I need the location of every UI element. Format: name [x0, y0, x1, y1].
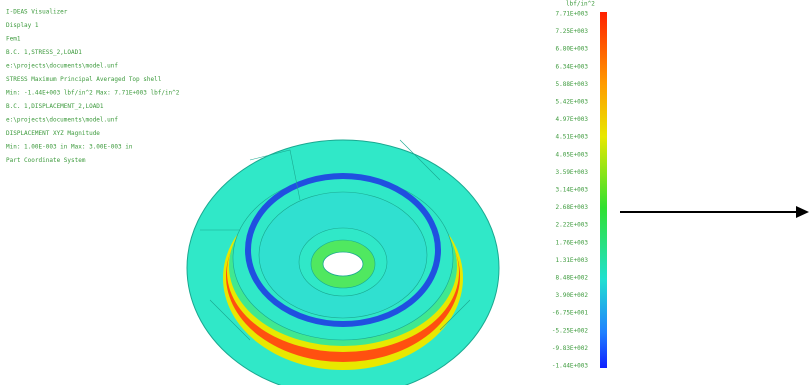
colorbar-label: 4.05E+003	[555, 151, 588, 158]
info-line: e:\projects\documents\model.unf	[6, 117, 118, 124]
colorbar-label: -6.75E+001	[552, 310, 589, 317]
fea-model	[186, 139, 500, 385]
info-text: I-DEAS Visualizer Display 1 Fem1 B.C. 1,STR…	[6, 9, 180, 165]
colorbar-label: 6.34E+003	[555, 63, 588, 70]
color-bar	[600, 12, 607, 368]
colorbar-label: 4.97E+003	[555, 116, 588, 123]
info-line: B.C. 1,DISPLACEMENT_2,LOAD1	[6, 103, 104, 110]
info-line: e:\projects\documents\model.unf	[6, 63, 118, 70]
colorbar-label: 3.14E+003	[555, 187, 588, 194]
colorbar-units: lbf/in^2	[566, 1, 595, 8]
colorbar-label: 2.22E+003	[555, 222, 588, 229]
colorbar-label: -9.83E+002	[552, 345, 589, 352]
info-line: Min: -1.44E+003 lbf/in^2 Max: 7.71E+003 …	[6, 90, 180, 97]
colorbar-label: 5.88E+003	[555, 81, 588, 88]
colorbar-labels: 7.71E+003 7.25E+003 6.80E+003 6.34E+003 5.88…	[552, 11, 589, 370]
colorbar-label: 6.80E+003	[555, 46, 588, 53]
info-line: Part Coordinate System	[6, 157, 86, 164]
colorbar-label: 2.68E+003	[555, 204, 588, 211]
arrow-head	[796, 206, 809, 218]
info-line: B.C. 1,STRESS_2,LOAD1	[6, 49, 82, 56]
info-line: Min: 1.00E-003 in Max: 3.00E-003 in	[6, 144, 133, 151]
info-line: DISPLACEMENT XYZ Magnitude	[6, 130, 100, 137]
colorbar-label: 8.48E+002	[555, 275, 588, 282]
colorbar-label: 3.90E+002	[555, 292, 588, 299]
info-line: STRESS Maximum Principal Averaged Top sh…	[6, 76, 162, 83]
colorbar-label: 1.76E+003	[555, 239, 588, 246]
colorbar-label: -1.44E+003	[552, 363, 589, 370]
info-line: Display 1	[6, 22, 39, 29]
info-line: Fem1	[6, 36, 21, 43]
colorbar-label: 7.25E+003	[555, 28, 588, 35]
info-line: I-DEAS Visualizer	[6, 9, 68, 16]
colorbar-label: 4.51E+003	[555, 134, 588, 141]
colorbar-label: 5.42E+003	[555, 99, 588, 106]
colorbar-label: 3.59E+003	[555, 169, 588, 176]
colorbar-label: 1.31E+003	[555, 257, 588, 264]
colorbar-label: 7.71E+003	[555, 11, 588, 18]
colorbar-label: -5.25E+002	[552, 327, 589, 334]
